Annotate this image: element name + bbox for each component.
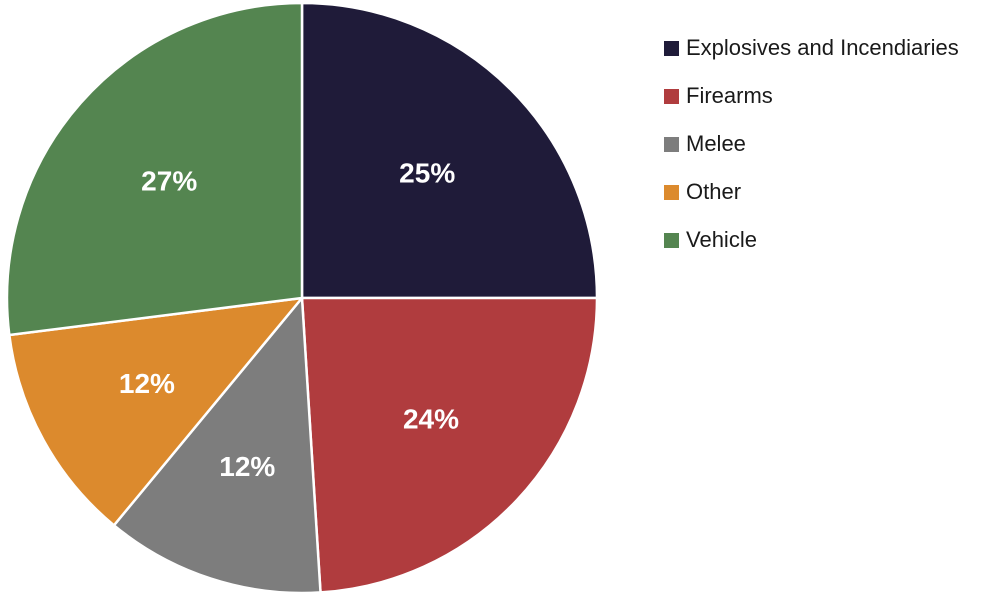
legend-label: Melee: [686, 131, 746, 156]
legend-item: Firearms: [664, 83, 959, 108]
slice-label-explosives-and-incendiaries: 25%: [399, 157, 455, 188]
legend-label: Explosives and Incendiaries: [686, 35, 959, 60]
pie-slice-vehicle: [5, 1, 304, 337]
legend-item: Other: [664, 179, 959, 204]
legend-item: Melee: [664, 131, 959, 156]
pie-slice-other: [8, 296, 304, 527]
legend-swatch: [664, 136, 679, 152]
legend-item: Explosives and Incendiaries: [664, 35, 959, 60]
legend-item: Vehicle: [664, 227, 959, 252]
legend-swatch: [664, 40, 679, 56]
legend-label: Firearms: [686, 83, 773, 108]
chart-legend: Explosives and Incendiaries Firearms Melee…: [664, 35, 959, 276]
legend-swatch: [664, 232, 679, 248]
slice-label-melee: 12%: [219, 451, 275, 482]
legend-label: Other: [686, 179, 742, 204]
slice-label-vehicle: 27%: [141, 165, 197, 196]
slice-label-other: 12%: [119, 368, 175, 399]
legend-label: Vehicle: [686, 227, 757, 252]
legend-swatch: [664, 184, 679, 200]
pie-slice-firearms: [300, 296, 599, 592]
legend-swatch: [664, 88, 679, 104]
pie-slice-explosives-and-incendiaries: [300, 1, 599, 300]
pie-slice-melee: [112, 296, 322, 592]
slice-label-firearms: 24%: [403, 404, 459, 435]
